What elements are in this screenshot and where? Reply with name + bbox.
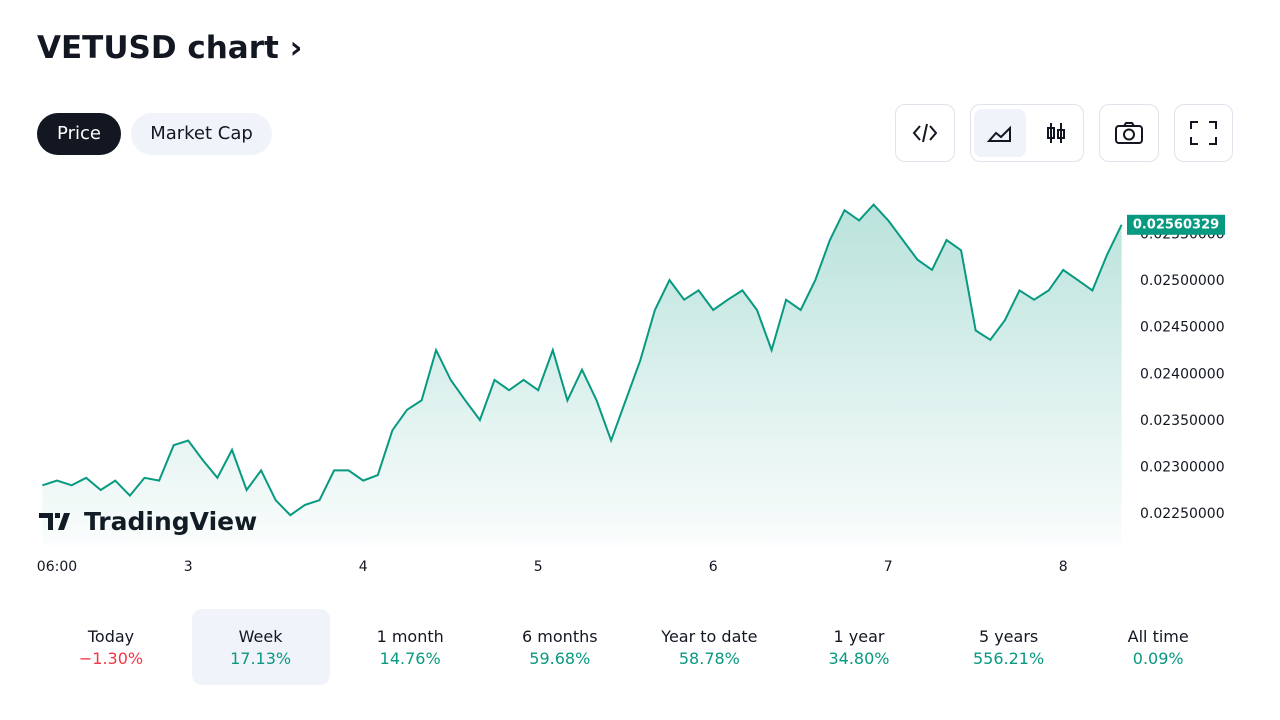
chart: 0.02250000 0.02300000 0.02350000 0.02400000… (37, 203, 1225, 575)
y-tick-label: 0.02500000 (1140, 273, 1225, 289)
period[interactable]: 6 months 59.68% (491, 609, 629, 685)
title-text: VETUSD chart (37, 30, 279, 66)
tab[interactable]: Price (37, 113, 121, 155)
fullscreen-button[interactable] (1174, 104, 1233, 162)
period-change: 58.78% (678, 649, 740, 668)
period-label: All time (1127, 627, 1189, 646)
price-label: 0.02560329 (1133, 217, 1219, 232)
x-tick-label: 06:00 (37, 559, 77, 575)
period[interactable]: 1 year 34.80% (790, 609, 928, 685)
period-change: 14.76% (379, 649, 441, 668)
price-label-bg (1127, 214, 1225, 235)
x-tick-label: 7 (884, 559, 893, 575)
period-change: 17.13% (230, 649, 292, 668)
period-change: 34.80% (828, 649, 890, 668)
period[interactable]: Week 17.13% (191, 609, 330, 685)
y-tick-label: 0.02400000 (1140, 366, 1225, 382)
period[interactable]: 5 years 556.21% (940, 609, 1078, 685)
period-label: Week (238, 627, 283, 646)
area-button[interactable] (974, 109, 1026, 157)
period[interactable]: All time 0.09% (1089, 609, 1227, 685)
snapshot-button[interactable] (1099, 104, 1159, 162)
embed-button[interactable] (895, 104, 955, 162)
x-tick-label: 5 (534, 559, 543, 575)
area (42, 204, 1122, 545)
period-label: 1 month (376, 627, 444, 646)
x-tick-label: 4 (359, 559, 368, 575)
icon (912, 123, 938, 143)
candle-button[interactable] (1031, 109, 1081, 157)
chart-style-group (970, 104, 1084, 162)
icon (1190, 121, 1217, 145)
period-change: 556.21% (973, 649, 1045, 668)
period-label: 1 year (833, 627, 885, 646)
icon (986, 125, 1011, 142)
chart-title[interactable]: VETUSD chart › (37, 30, 303, 66)
x-tick-label: 3 (184, 559, 193, 575)
period-label: Year to date (661, 627, 758, 646)
y-tick-label: 0.02450000 (1140, 320, 1225, 336)
period[interactable]: Today −1.30% (42, 609, 180, 685)
period-change: −1.30% (78, 649, 144, 668)
period[interactable]: Year to date 58.78% (640, 609, 778, 685)
y-tick-label: 0.02350000 (1140, 413, 1225, 429)
period-label: Today (87, 627, 135, 646)
period-label: 5 years (978, 627, 1039, 646)
period-change: 59.68% (529, 649, 591, 668)
tab[interactable]: Market Cap (131, 113, 272, 155)
line (42, 203, 1123, 517)
period-change: 0.09% (1132, 649, 1184, 668)
period[interactable]: 1 month 14.76% (341, 609, 479, 685)
y-tick-label: 0.02250000 (1140, 506, 1225, 522)
x-tick-label: 8 (1059, 559, 1068, 575)
y-tick-label: 0.02300000 (1140, 460, 1225, 476)
icon (1115, 122, 1143, 144)
x-tick-label: 6 (709, 559, 718, 575)
period-label: 6 months (522, 627, 598, 646)
